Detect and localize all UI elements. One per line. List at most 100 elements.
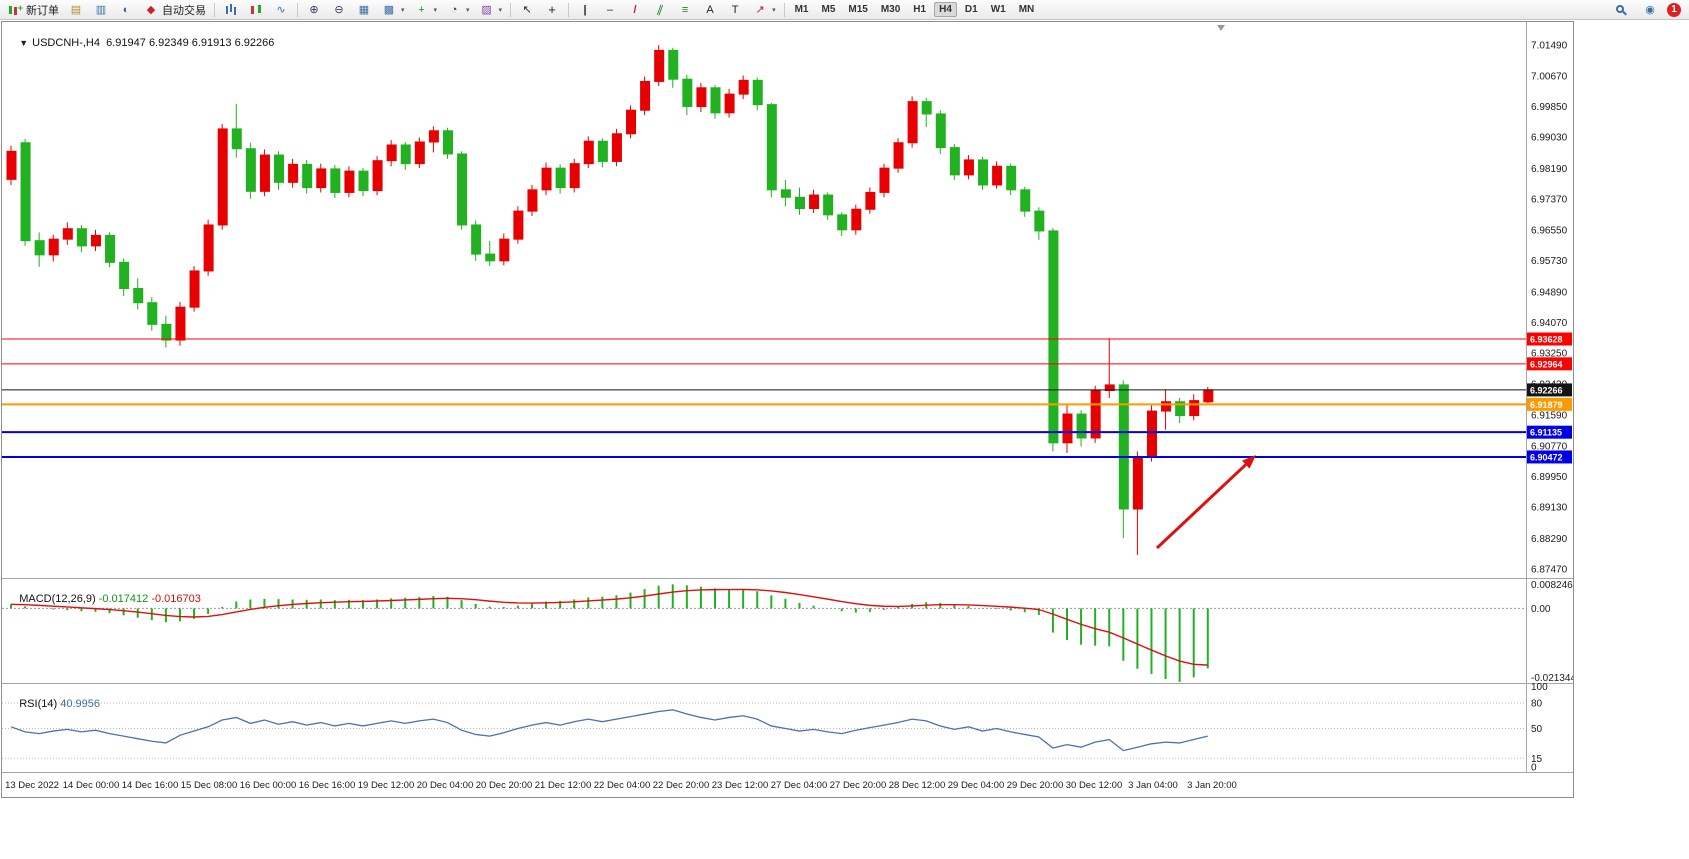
timeframe-m15-button[interactable]: M15 (848, 4, 868, 15)
trendline-button[interactable]: / (623, 0, 647, 20)
candle (780, 180, 791, 207)
macd-main-value: -0.017412 (98, 593, 149, 605)
candle (1104, 338, 1115, 398)
time-axis-label: 13 Dec 2022 (5, 780, 59, 791)
candle (189, 266, 200, 312)
timeframe-m5-button[interactable]: M5 (821, 4, 836, 15)
candle (710, 85, 721, 119)
candle (949, 143, 960, 181)
templates-button[interactable]: ▨ ▾ (475, 0, 507, 20)
price-axis-label: 7.01490 (1531, 41, 1568, 52)
chart-window[interactable]: ▼ USDCNH-,H4 6.91947 6.92349 6.91913 6.92… (1, 21, 1574, 798)
new-order-button[interactable]: 新订单 (3, 0, 63, 20)
tile-icon: ▦ (358, 3, 370, 16)
autotrading-button[interactable]: ◆ 自动交易 (139, 0, 210, 20)
price-axis-label: 6.87470 (1531, 565, 1568, 576)
macd-histogram (10, 584, 1209, 682)
chart-shift-marker[interactable] (1217, 25, 1225, 31)
time-axis-label: 20 Dec 20:00 (476, 780, 533, 791)
rsi-axis-label: 15 (1531, 754, 1543, 765)
channel-button[interactable]: ∥ (648, 0, 672, 20)
price-axis-label: 6.90770 (1531, 441, 1568, 452)
fibonacci-button[interactable]: ≡ (673, 0, 697, 20)
chart-canvas[interactable]: 7.01490 7.00670 6.99850 6.99030 6.98190 6.973… (2, 22, 1573, 797)
macd-axis-label: -0.021344 (1531, 673, 1573, 684)
text-icon: A (706, 3, 714, 16)
crosshair-button[interactable]: + (540, 0, 564, 20)
zoom-out-button[interactable]: ⊖ (327, 0, 351, 20)
candle (541, 162, 552, 196)
dropdown-arrow-icon: ▾ (466, 6, 470, 14)
candle (1146, 405, 1157, 462)
price-badge: 6.93628 (1527, 332, 1572, 346)
candle (1062, 405, 1073, 453)
candle (203, 219, 214, 276)
profiles-button[interactable]: ▤ (64, 0, 88, 20)
timeframe-mn-button[interactable]: MN (1018, 4, 1035, 15)
bars-icon (223, 3, 239, 17)
search-icon (1613, 3, 1629, 17)
one-click-trading-toggle[interactable]: ▼ (19, 38, 29, 48)
tile-windows-button[interactable]: ▦ (352, 0, 376, 20)
text-label-button[interactable]: T (723, 0, 747, 20)
candle (1020, 186, 1031, 217)
cursor-button[interactable]: ↖ (515, 0, 539, 20)
periods-button[interactable]: ◔ ▾ (442, 0, 474, 20)
toolbar-separator (783, 2, 785, 17)
line-chart-button[interactable]: ∿ (269, 0, 293, 20)
candle (259, 149, 270, 197)
time-axis-label: 30 Dec 12:00 (1066, 780, 1123, 791)
candle (372, 156, 383, 196)
clock-icon: ◔ (450, 3, 458, 16)
candles-icon (248, 3, 264, 17)
trend-arrow-annotation[interactable] (1155, 455, 1256, 550)
arrows-button[interactable]: ↗ ▾ (748, 0, 780, 20)
candle (696, 82, 707, 113)
candle (245, 142, 256, 199)
price-axis-label: 6.94890 (1531, 287, 1568, 298)
candle (1175, 397, 1186, 424)
candle (105, 232, 116, 268)
notifications-badge[interactable]: 1 (1667, 2, 1681, 17)
candlestick-chart-button[interactable] (244, 0, 268, 20)
timeframe-w1-button[interactable]: W1 (990, 4, 1006, 15)
toolbar-separator (297, 2, 298, 17)
candle (316, 163, 327, 193)
indicators-button[interactable]: + ▾ (410, 0, 442, 20)
timeframe-h4-button[interactable]: H4 (934, 2, 957, 17)
timeframe-m30-button[interactable]: M30 (880, 4, 901, 15)
time-axis: 13 Dec 2022 14 Dec 00:00 14 Dec 16:00 15 De… (5, 780, 1237, 791)
candle (175, 301, 186, 346)
time-axis-label: 15 Dec 08:00 (181, 780, 238, 791)
vertical-line-button[interactable]: | (573, 0, 597, 20)
community-button[interactable]: ◉ (1638, 0, 1662, 20)
candle (921, 97, 932, 128)
rsi-name: RSI(14) (19, 698, 58, 710)
horizontal-line-button[interactable]: – (598, 0, 622, 20)
candle (358, 168, 369, 197)
timeframe-m1-button[interactable]: M1 (794, 4, 809, 15)
arrange-windows-button[interactable]: ▩ ▾ (377, 0, 409, 20)
candles-layer (6, 45, 1214, 555)
community-icon: ◉ (1645, 3, 1655, 16)
navigator-icon: ◐ (122, 3, 130, 16)
svg-text:6.93628: 6.93628 (1530, 335, 1563, 345)
chart-ohlc-header: ▼ USDCNH-,H4 6.91947 6.92349 6.91913 6.92… (7, 25, 274, 61)
text-button[interactable]: A (698, 0, 722, 20)
candle (471, 220, 482, 261)
dropdown-arrow-icon: ▾ (498, 6, 503, 14)
time-axis-label: 22 Dec 04:00 (594, 780, 651, 791)
price-badge: 6.92266 (1527, 383, 1572, 397)
search-button[interactable] (1609, 0, 1633, 20)
candle (654, 45, 665, 86)
navigator-button[interactable]: ◐ (114, 0, 138, 20)
timeframe-d1-button[interactable]: D1 (964, 4, 978, 15)
candle (752, 77, 763, 111)
bar-chart-button[interactable] (219, 0, 243, 20)
template-icon: ▨ (481, 3, 492, 16)
candle (597, 138, 608, 168)
zoom-in-button[interactable]: ⊕ (302, 0, 326, 20)
market-watch-button[interactable]: ▥ (89, 0, 113, 20)
candle (837, 212, 848, 237)
timeframe-h1-button[interactable]: H1 (913, 4, 927, 15)
